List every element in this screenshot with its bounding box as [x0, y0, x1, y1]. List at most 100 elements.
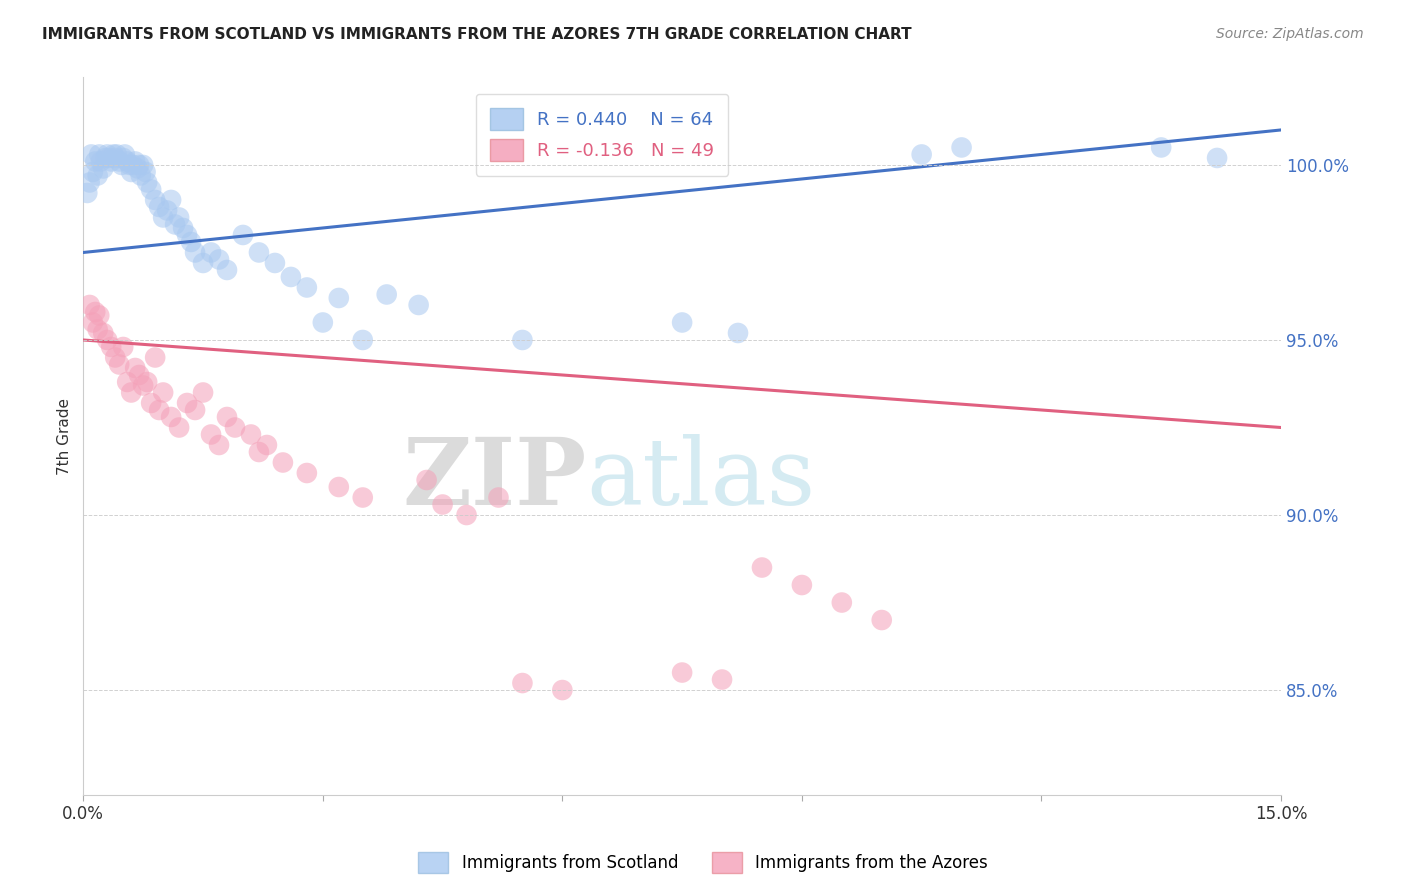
Point	[232, 227, 254, 242]
Point	[200, 245, 222, 260]
Point	[128, 368, 150, 382]
Point	[91, 326, 114, 340]
Point	[86, 322, 108, 336]
Point	[103, 147, 125, 161]
Point	[295, 280, 318, 294]
Point	[96, 147, 118, 161]
Point	[100, 340, 122, 354]
Point	[200, 427, 222, 442]
Point	[124, 154, 146, 169]
Text: IMMIGRANTS FROM SCOTLAND VS IMMIGRANTS FROM THE AZORES 7TH GRADE CORRELATION CHA: IMMIGRANTS FROM SCOTLAND VS IMMIGRANTS F…	[42, 27, 912, 42]
Point	[115, 154, 138, 169]
Point	[84, 305, 107, 319]
Point	[488, 491, 510, 505]
Point	[79, 298, 101, 312]
Point	[108, 358, 131, 372]
Point	[156, 203, 179, 218]
Point	[115, 375, 138, 389]
Point	[148, 200, 170, 214]
Point	[176, 227, 198, 242]
Point	[280, 270, 302, 285]
Point	[375, 287, 398, 301]
Point	[132, 158, 155, 172]
Point	[727, 326, 749, 340]
Text: ZIP: ZIP	[402, 434, 586, 524]
Point	[160, 409, 183, 424]
Point	[104, 151, 127, 165]
Legend: R = 0.440    N = 64, R = -0.136   N = 49: R = 0.440 N = 64, R = -0.136 N = 49	[475, 94, 728, 176]
Point	[184, 245, 207, 260]
Point	[551, 683, 574, 698]
Point	[239, 427, 262, 442]
Point	[870, 613, 893, 627]
Point	[141, 396, 163, 410]
Point	[352, 333, 374, 347]
Point	[180, 235, 202, 249]
Point	[112, 340, 135, 354]
Point	[118, 158, 141, 172]
Point	[91, 161, 114, 176]
Point	[90, 154, 112, 169]
Point	[124, 361, 146, 376]
Point	[127, 161, 149, 176]
Legend: Immigrants from Scotland, Immigrants from the Azores: Immigrants from Scotland, Immigrants fro…	[412, 846, 994, 880]
Point	[136, 176, 159, 190]
Point	[129, 169, 152, 183]
Point	[148, 403, 170, 417]
Point	[1206, 151, 1229, 165]
Text: Source: ZipAtlas.com: Source: ZipAtlas.com	[1216, 27, 1364, 41]
Point	[80, 147, 103, 161]
Point	[215, 263, 238, 277]
Point	[105, 147, 128, 161]
Point	[89, 309, 111, 323]
Point	[512, 676, 534, 690]
Point	[432, 498, 454, 512]
Point	[328, 480, 350, 494]
Point	[143, 193, 166, 207]
Point	[184, 403, 207, 417]
Point	[247, 445, 270, 459]
Point	[120, 385, 142, 400]
Point	[135, 165, 157, 179]
Point	[104, 351, 127, 365]
Point	[152, 385, 174, 400]
Point	[108, 154, 131, 169]
Point	[128, 158, 150, 172]
Point	[82, 316, 104, 330]
Point	[247, 245, 270, 260]
Point	[215, 409, 238, 424]
Point	[790, 578, 813, 592]
Point	[911, 147, 934, 161]
Point	[84, 154, 107, 169]
Point	[312, 316, 335, 330]
Point	[408, 298, 430, 312]
Text: atlas: atlas	[586, 434, 815, 524]
Point	[112, 151, 135, 165]
Point	[76, 186, 98, 200]
Point	[167, 420, 190, 434]
Point	[671, 316, 693, 330]
Point	[141, 182, 163, 196]
Point	[120, 165, 142, 179]
Point	[79, 176, 101, 190]
Point	[456, 508, 478, 522]
Point	[152, 211, 174, 225]
Point	[191, 256, 214, 270]
Point	[352, 491, 374, 505]
Point	[96, 333, 118, 347]
Point	[121, 158, 143, 172]
Point	[132, 378, 155, 392]
Point	[167, 211, 190, 225]
Point	[224, 420, 246, 434]
Point	[110, 158, 132, 172]
Point	[100, 154, 122, 169]
Point	[415, 473, 437, 487]
Point	[136, 375, 159, 389]
Point	[512, 333, 534, 347]
Point	[191, 385, 214, 400]
Point	[172, 221, 194, 235]
Point	[94, 151, 117, 165]
Point	[711, 673, 734, 687]
Point	[86, 169, 108, 183]
Point	[831, 595, 853, 609]
